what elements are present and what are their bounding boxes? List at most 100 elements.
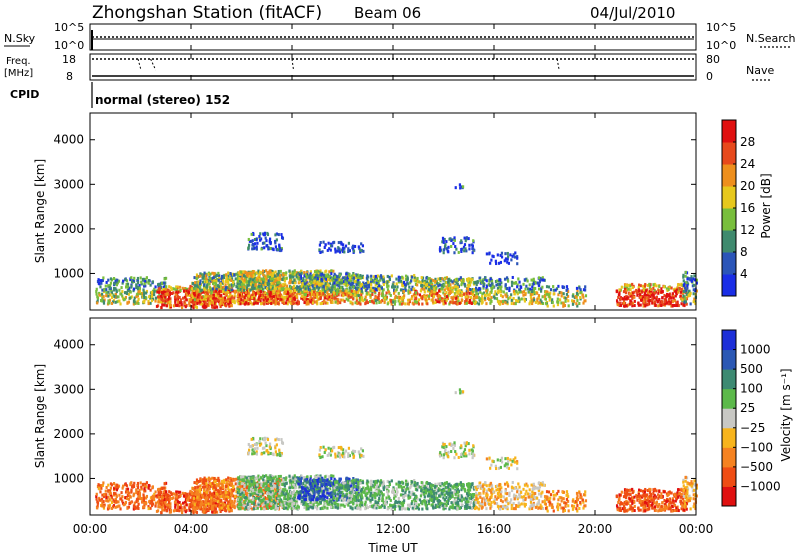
- power-point: [452, 242, 455, 246]
- power-point: [288, 295, 291, 299]
- power-point: [245, 301, 248, 305]
- power-point: [415, 300, 419, 304]
- power-point: [347, 298, 350, 302]
- power-point: [513, 255, 516, 259]
- power-point: [579, 295, 582, 299]
- power-point: [335, 278, 338, 282]
- power-point: [127, 300, 131, 304]
- power-point: [255, 247, 258, 251]
- power-point: [464, 247, 467, 251]
- power-point: [318, 243, 322, 247]
- velocity-point: [178, 506, 182, 510]
- power-point: [364, 284, 367, 288]
- power-point: [530, 278, 533, 282]
- power-point: [443, 284, 446, 288]
- power-point: [272, 300, 275, 304]
- velocity-point: [164, 486, 167, 490]
- power-point: [625, 304, 628, 308]
- power-point: [352, 244, 355, 248]
- power-point: [198, 286, 201, 290]
- velocity-point: [138, 492, 142, 496]
- power-point: [354, 301, 357, 305]
- velocity-point: [130, 481, 133, 485]
- power-point: [227, 290, 230, 294]
- power-point: [476, 288, 479, 292]
- power-point: [630, 291, 634, 295]
- power-point: [473, 287, 476, 291]
- power-point: [476, 292, 479, 296]
- power-ylabel: Slant Range [km]: [33, 159, 47, 263]
- power-point: [339, 286, 342, 290]
- power-point: [618, 292, 621, 296]
- power-point: [212, 296, 215, 300]
- power-point: [514, 302, 517, 306]
- power-point: [304, 292, 307, 296]
- power-point: [115, 290, 118, 294]
- power-point: [643, 300, 646, 304]
- power-point: [284, 301, 288, 305]
- power-point: [158, 286, 161, 290]
- power-point: [424, 283, 427, 287]
- power-point: [334, 296, 337, 300]
- freq-unit: [MHz]: [4, 68, 33, 79]
- power-point: [254, 277, 258, 281]
- velocity-point: [116, 483, 119, 487]
- velocity-point: [174, 505, 177, 509]
- power-point: [347, 250, 350, 254]
- power-point: [218, 276, 221, 280]
- power-point: [109, 288, 113, 292]
- power-point: [685, 296, 688, 300]
- power-point: [348, 274, 351, 278]
- power-point: [651, 301, 654, 305]
- power-point: [213, 271, 216, 275]
- power-point: [468, 291, 471, 295]
- power-point: [259, 280, 262, 284]
- power-point: [425, 276, 428, 280]
- power-point: [310, 281, 313, 285]
- power-point: [147, 281, 150, 285]
- power-point: [301, 290, 304, 294]
- power-point: [426, 277, 429, 281]
- power-point: [683, 295, 686, 299]
- power-point: [240, 282, 243, 286]
- power-point: [164, 281, 167, 285]
- power-point: [638, 283, 641, 287]
- power-point: [341, 278, 344, 282]
- power-point: [334, 287, 337, 291]
- power-point: [116, 281, 119, 285]
- power-point: [485, 302, 488, 306]
- power-point: [151, 280, 155, 284]
- power-point: [224, 283, 227, 287]
- power-point: [440, 277, 443, 281]
- power-point: [209, 288, 212, 292]
- power-point: [343, 282, 346, 286]
- power-point: [157, 283, 160, 287]
- velocity-point: [223, 507, 226, 511]
- power-point: [243, 278, 246, 282]
- power-point: [321, 288, 324, 292]
- power-point: [467, 277, 470, 281]
- power-point: [397, 299, 400, 303]
- velocity-point: [174, 498, 177, 502]
- power-point: [212, 298, 215, 302]
- power-point: [524, 293, 527, 297]
- velocity-point: [203, 490, 206, 494]
- velocity-point: [175, 490, 178, 494]
- power-point: [371, 278, 374, 282]
- power-point: [206, 291, 209, 295]
- velocity-point: [168, 490, 171, 494]
- power-point: [334, 288, 337, 292]
- power-point: [462, 281, 465, 285]
- power-point: [344, 280, 347, 284]
- power-point: [655, 295, 658, 299]
- power-point: [637, 286, 640, 290]
- power-point: [652, 286, 655, 290]
- velocity-point: [125, 487, 128, 491]
- freq-dip: [150, 58, 157, 71]
- power-point: [316, 293, 319, 297]
- power-point: [447, 245, 450, 249]
- velocity-point: [176, 509, 179, 513]
- power-point: [226, 279, 230, 283]
- power-point: [420, 287, 423, 291]
- velocity-point: [114, 505, 117, 509]
